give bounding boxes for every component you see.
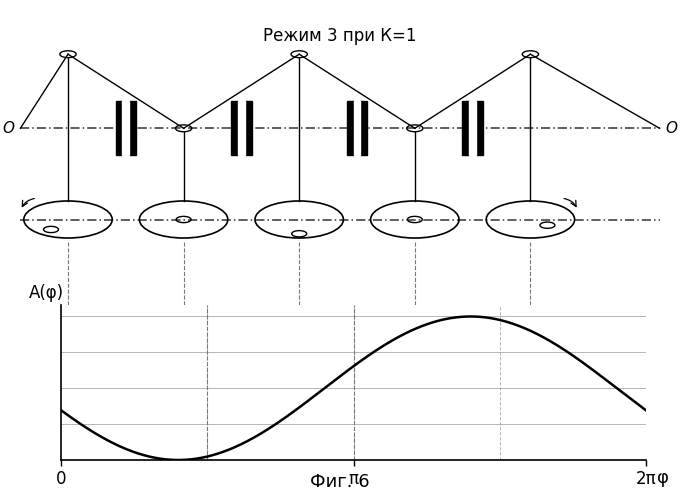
Bar <box>347 101 354 156</box>
Text: O: O <box>665 121 677 136</box>
Bar <box>360 101 367 156</box>
Bar <box>462 101 469 156</box>
Bar <box>245 101 252 156</box>
Bar <box>231 101 238 156</box>
Bar <box>238 101 245 156</box>
Bar <box>122 101 129 156</box>
Text: Режим 3 при К=1: Режим 3 при К=1 <box>263 27 417 45</box>
Bar <box>469 101 476 156</box>
Text: Фиг. 6: Фиг. 6 <box>310 473 370 491</box>
Text: O: O <box>3 121 15 136</box>
Bar <box>129 101 136 156</box>
Bar <box>354 101 360 156</box>
Text: φ: φ <box>657 468 669 486</box>
Bar <box>476 101 483 156</box>
Text: A(φ): A(φ) <box>29 284 64 302</box>
Bar <box>116 101 122 156</box>
